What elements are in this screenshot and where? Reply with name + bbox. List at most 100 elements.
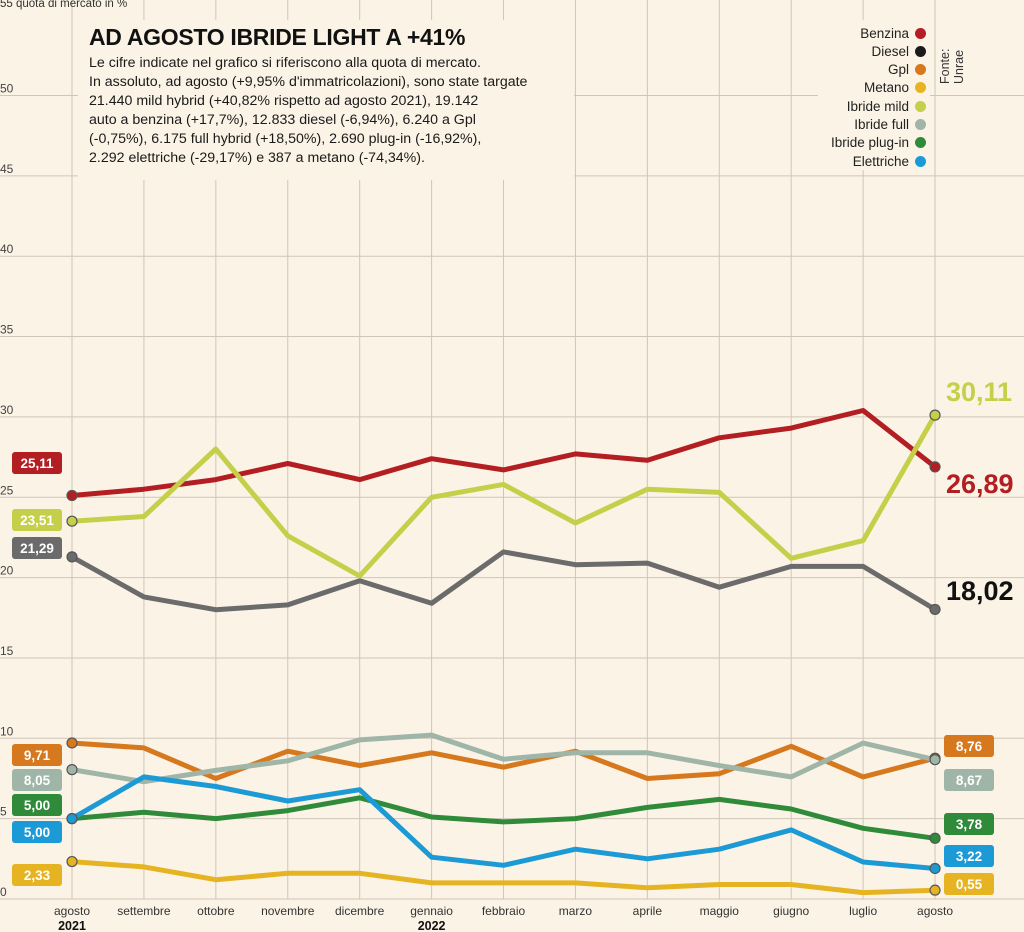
data-point-marker <box>66 764 78 776</box>
y-axis-title: quota di mercato in % <box>16 0 128 10</box>
description-line: (-0,75%), 6.175 full hybrid (+18,50%), 2… <box>89 131 482 147</box>
legend-swatch <box>915 100 926 112</box>
y-tick-label: 10 <box>0 724 14 738</box>
x-tick-label: dicembre <box>335 904 385 918</box>
series-line-ibride-plug-in <box>69 795 938 841</box>
y-tick-label: 40 <box>0 242 14 256</box>
legend-swatch <box>915 119 926 130</box>
series-line-ibride-mild <box>69 412 938 579</box>
end-value-box <box>944 845 994 867</box>
end-value-label: 18,02 <box>946 576 1014 606</box>
start-value-label: 2,33 <box>24 868 51 883</box>
data-point-marker <box>66 813 78 825</box>
series-line-metano <box>69 859 938 896</box>
description-line: 21.440 mild hybrid (+40,82% rispetto ad … <box>89 93 479 109</box>
x-year-label: 2022 <box>418 919 446 932</box>
legend-label: Ibride mild <box>846 98 909 114</box>
start-value-box <box>12 794 62 816</box>
chart-title-box: AD AGOSTO IBRIDE LIGHT A +41% Le cifre i… <box>78 20 574 180</box>
legend-item: Ibride plug-in <box>831 134 926 152</box>
data-point-marker <box>929 884 941 896</box>
end-value-box <box>944 873 994 895</box>
chart-marks <box>66 409 941 896</box>
description-line: In assoluto, ad agosto (+9,95% d'immatri… <box>89 74 528 90</box>
start-value-label: 8,05 <box>24 773 51 788</box>
end-value-label: 30,11 <box>946 377 1012 407</box>
series-line-gpl <box>69 740 938 781</box>
x-year-label: 2021 <box>58 919 86 932</box>
x-tick-label: agosto <box>54 904 90 918</box>
y-tick-label: 0 <box>0 885 7 899</box>
x-tick-label: aprile <box>633 904 663 918</box>
legend-item: Ibride full <box>854 116 926 134</box>
end-value-label: 8,67 <box>956 773 982 788</box>
end-value-label: 8,76 <box>956 739 983 754</box>
data-point-marker <box>929 603 941 616</box>
data-point-marker <box>66 551 78 563</box>
x-tick-label: giugno <box>773 904 809 918</box>
legend-swatch <box>915 64 926 76</box>
legend-label: Benzina <box>860 25 909 41</box>
legend-label: Ibride full <box>854 117 909 132</box>
legend-label: Diesel <box>871 43 909 59</box>
start-value-label: 23,51 <box>20 513 54 528</box>
y-tick-label: 45 <box>0 162 14 176</box>
data-point-marker <box>66 737 78 749</box>
data-point-marker <box>66 855 78 868</box>
end-value-label: 3,22 <box>956 849 982 864</box>
series-line-elettriche <box>69 774 938 871</box>
y-axis-top-tick: 55 <box>0 0 13 10</box>
chart-title: AD AGOSTO IBRIDE LIGHT A +41% <box>89 24 466 50</box>
y-tick-label: 20 <box>0 564 14 578</box>
start-value-box <box>12 509 62 531</box>
y-axis-unit-label: 55 quota di mercato in % <box>0 0 127 10</box>
source-note: Fonte: Unrae <box>938 48 966 84</box>
chart-value-labels: 25,11 21,29 9,71 2,33 23,51 8,05 5,00 5,00 26,89… <box>12 377 1014 895</box>
start-value-box <box>12 769 62 791</box>
start-value-box <box>12 821 62 843</box>
start-value-box <box>12 744 62 766</box>
start-value-box <box>12 864 62 886</box>
y-tick-label: 25 <box>0 483 14 497</box>
legend-swatch <box>915 137 926 149</box>
start-value-label: 25,11 <box>20 456 54 471</box>
data-point-marker <box>66 489 78 502</box>
legend-item: Gpl <box>888 61 926 79</box>
end-value-box <box>944 769 994 791</box>
legend-swatch <box>915 155 926 167</box>
data-point-marker <box>929 862 941 875</box>
legend-item: Diesel <box>871 42 926 60</box>
data-point-marker <box>929 461 941 473</box>
y-tick-label: 35 <box>0 323 14 337</box>
chart-series-lines <box>69 408 938 896</box>
description-line: auto a benzina (+17,7%), 12.833 diesel (… <box>89 112 476 128</box>
start-value-label: 21,29 <box>20 541 54 556</box>
data-point-marker <box>66 515 78 527</box>
x-tick-label: ottobre <box>197 904 235 918</box>
description-line: Le cifre indicate nel grafico si riferis… <box>89 55 481 71</box>
start-value-label: 9,71 <box>24 748 51 763</box>
legend-label: Ibride plug-in <box>830 135 909 151</box>
data-point-marker <box>929 832 941 844</box>
end-value-label: 0,55 <box>956 877 983 892</box>
x-tick-label: agosto <box>917 904 953 918</box>
x-tick-label: maggio <box>700 904 740 918</box>
legend-swatch <box>915 82 926 94</box>
end-value-box <box>944 813 994 835</box>
x-tick-label: marzo <box>559 904 593 918</box>
legend-item: Metano <box>864 79 926 97</box>
series-line-benzina <box>69 408 938 498</box>
y-tick-label: 5 <box>0 805 7 819</box>
data-point-marker <box>929 409 941 421</box>
start-value-label: 5,00 <box>24 825 50 840</box>
data-point-marker <box>929 754 941 766</box>
chart-legend: Benzina Diesel Gpl Metano Ibride mild Ibride … <box>818 20 930 170</box>
legend-label: Metano <box>863 80 909 96</box>
chart-description: Le cifre indicate nel grafico si riferis… <box>89 54 574 168</box>
x-tick-label: luglio <box>849 904 877 918</box>
legend-label: Gpl <box>887 62 909 78</box>
series-line-diesel <box>69 549 938 613</box>
x-tick-label: gennaio <box>410 904 453 918</box>
start-value-label: 5,00 <box>24 798 50 813</box>
